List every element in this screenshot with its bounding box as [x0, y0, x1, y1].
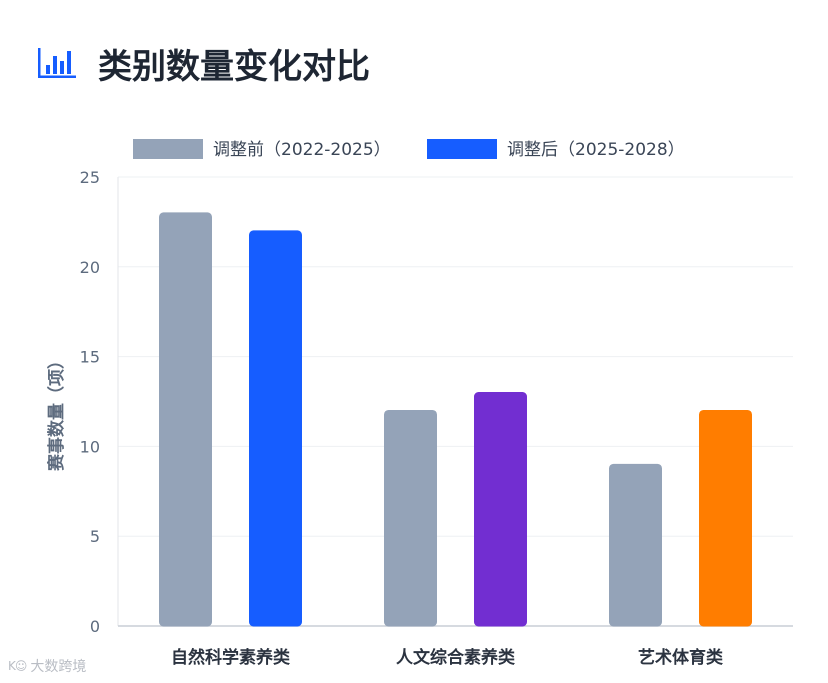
x-tick-label: 艺术体育类: [638, 647, 724, 668]
y-tick-label: 0: [90, 617, 100, 636]
x-tick-label: 自然科学素养类: [171, 647, 291, 668]
y-tick-label: 25: [80, 168, 100, 187]
y-tick-label: 20: [80, 258, 100, 277]
bar-before: [159, 212, 212, 627]
bar-chart-icon: [36, 45, 78, 81]
watermark: K☺ 大数跨境: [8, 656, 86, 676]
y-tick-label: 5: [90, 527, 100, 546]
y-axis-label: 赛事数量（项）: [46, 352, 67, 472]
watermark-text: 大数跨境: [30, 659, 87, 675]
legend-label: 调整前（2022-2025）: [213, 140, 391, 160]
x-tick-label: 人文综合素养类: [396, 647, 516, 668]
bar-before: [609, 463, 662, 627]
y-tick-label: 15: [80, 348, 100, 367]
legend-label: 调整后（2025-2028）: [507, 140, 685, 160]
legend-swatch: [133, 139, 203, 159]
bar-before: [384, 409, 437, 627]
y-tick-label: 10: [80, 437, 100, 456]
bar-after: [699, 409, 752, 627]
bar-after: [249, 230, 302, 627]
watermark-logo: K☺: [8, 659, 27, 673]
bar-after: [474, 392, 527, 627]
page-title: 类别数量变化对比: [98, 46, 370, 87]
legend-swatch: [427, 139, 497, 159]
header: 类别数量变化对比: [36, 40, 370, 87]
